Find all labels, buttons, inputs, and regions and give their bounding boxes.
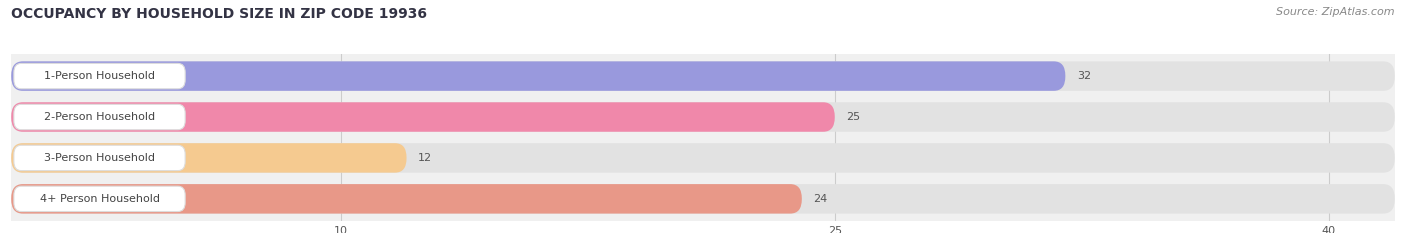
Text: 2-Person Household: 2-Person Household — [44, 112, 155, 122]
FancyBboxPatch shape — [14, 104, 186, 130]
FancyBboxPatch shape — [11, 143, 1395, 173]
Text: 4+ Person Household: 4+ Person Household — [39, 194, 159, 204]
FancyBboxPatch shape — [11, 102, 835, 132]
Text: OCCUPANCY BY HOUSEHOLD SIZE IN ZIP CODE 19936: OCCUPANCY BY HOUSEHOLD SIZE IN ZIP CODE … — [11, 7, 427, 21]
FancyBboxPatch shape — [14, 63, 186, 89]
FancyBboxPatch shape — [11, 184, 801, 214]
Text: 32: 32 — [1077, 71, 1091, 81]
Text: 24: 24 — [813, 194, 828, 204]
FancyBboxPatch shape — [11, 61, 1066, 91]
FancyBboxPatch shape — [11, 143, 406, 173]
FancyBboxPatch shape — [14, 186, 186, 212]
FancyBboxPatch shape — [14, 145, 186, 171]
FancyBboxPatch shape — [11, 102, 1395, 132]
FancyBboxPatch shape — [11, 184, 1395, 214]
FancyBboxPatch shape — [11, 61, 1395, 91]
Text: 1-Person Household: 1-Person Household — [44, 71, 155, 81]
Text: 12: 12 — [418, 153, 432, 163]
Text: 3-Person Household: 3-Person Household — [44, 153, 155, 163]
Text: Source: ZipAtlas.com: Source: ZipAtlas.com — [1277, 7, 1395, 17]
Text: 25: 25 — [846, 112, 860, 122]
